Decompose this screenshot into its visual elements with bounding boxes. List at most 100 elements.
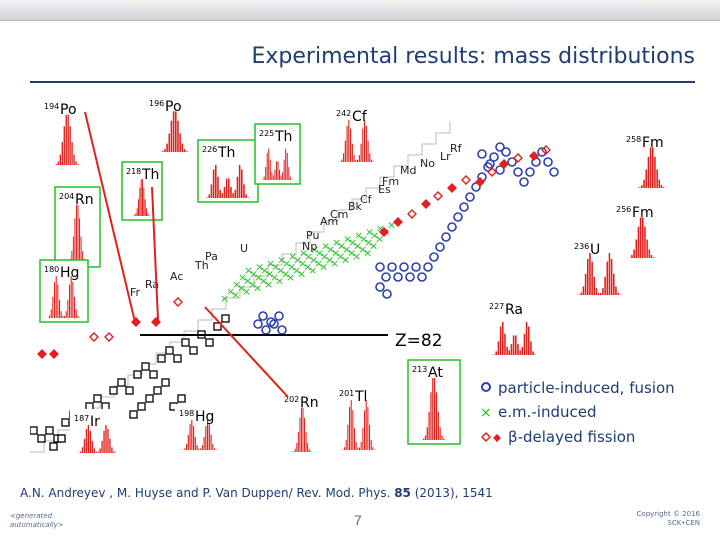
em-cross-marker: × (298, 257, 307, 270)
em-cross-marker: × (341, 254, 350, 267)
histogram-bar (430, 392, 432, 440)
inset-symbol-label: Hg (195, 409, 214, 425)
stable-isotope-square (213, 322, 222, 331)
fusion-circle-marker (441, 232, 451, 242)
inset-tl201: 201 Tl (335, 384, 383, 454)
inset-mass-label: 258 (626, 135, 641, 144)
histogram-bar (512, 335, 515, 355)
histogram-bar (196, 445, 198, 450)
histogram-bar (662, 187, 665, 188)
histogram-bar (355, 441, 357, 450)
histogram-bar (652, 257, 655, 258)
histogram-bar (215, 165, 217, 198)
histogram-bar (85, 428, 88, 453)
fusion-circle-marker (375, 282, 385, 292)
histogram-bar (177, 120, 179, 152)
em-cross-marker: × (348, 236, 357, 249)
histogram-bar (72, 236, 74, 263)
em-cross-marker: × (264, 278, 273, 291)
em-cross-marker: × (363, 247, 372, 260)
histogram-bar (519, 350, 521, 355)
histogram-bar (269, 159, 271, 180)
beta-fission-diamond (447, 183, 457, 193)
histogram-bar (144, 199, 146, 216)
histogram-bar (67, 299, 69, 318)
histogram-bar (441, 435, 443, 440)
histogram-bar (365, 125, 367, 162)
legend-open-diamond (480, 431, 492, 443)
histogram-bar (75, 161, 77, 165)
histogram-bar (534, 354, 537, 355)
inset-ir187: 187 Ir (70, 409, 125, 457)
fusion-circle-marker (258, 311, 268, 321)
histogram-bar (344, 447, 346, 450)
inset-mass-label: 225 (259, 129, 274, 138)
histogram-bar (374, 449, 376, 450)
histogram-bar (423, 438, 425, 440)
histogram-bar (225, 178, 228, 198)
histogram-bar (207, 420, 209, 450)
histogram-bar (143, 187, 145, 216)
inset-frame (70, 409, 125, 457)
histogram-bar (77, 164, 79, 165)
histogram-bar (162, 151, 164, 152)
em-cross-marker: × (369, 240, 378, 253)
histogram-bar (589, 253, 591, 295)
histogram-bar (307, 442, 309, 452)
inset-symbol-label: Th (274, 129, 292, 145)
inset-frame (39, 259, 89, 323)
histogram-bar (74, 218, 76, 263)
legend-beta-label: β-delayed fission (508, 428, 635, 446)
histogram-bar (370, 439, 372, 450)
histogram-bar (205, 426, 207, 450)
histogram-bar (652, 147, 654, 188)
inset-symbol-label: Th (141, 167, 159, 183)
window-top-bar (0, 0, 720, 21)
inset-rn202: 202 Rn (280, 390, 325, 456)
histogram-bar (80, 236, 82, 263)
histogram-bar (291, 179, 293, 180)
generated-line-1: <generated (10, 512, 53, 520)
fusion-circle-marker (453, 212, 463, 222)
histogram-bar (359, 447, 361, 450)
histogram-bar (357, 447, 359, 450)
histogram-bar (643, 179, 645, 188)
fusion-circle-marker (465, 192, 475, 202)
histogram-bar (186, 443, 188, 450)
inset-mass-label: 196 (149, 99, 164, 108)
beta-fission-diamond (49, 349, 59, 359)
histogram-bar (530, 341, 532, 355)
em-cross-marker: × (254, 271, 263, 284)
em-cross-marker: × (220, 292, 229, 305)
histogram-bar (367, 407, 369, 450)
histogram-bar (184, 448, 186, 450)
histogram-bar (602, 288, 604, 295)
histogram-bar (613, 273, 615, 295)
fusion-circle-marker (495, 165, 505, 175)
em-cross-marker: × (260, 264, 269, 277)
em-cross-marker: × (242, 285, 251, 298)
fusion-circle-marker (382, 289, 392, 299)
histogram-bar (355, 159, 357, 162)
histogram-bar (617, 292, 619, 295)
beta-fission-diamond (104, 332, 114, 342)
connector-line (84, 111, 136, 323)
copyright-line-1: Copyright © 2016 (636, 510, 700, 518)
inset-mass-label: 218 (126, 167, 141, 176)
histogram-bar (181, 143, 184, 152)
inset-mass-label: 236 (574, 242, 589, 251)
histogram-bar (134, 215, 135, 216)
z82-label: Z=82 (395, 331, 443, 351)
fusion-circle-marker (274, 311, 284, 321)
histogram-bar (64, 315, 66, 318)
em-cross-marker: × (387, 219, 396, 232)
stable-isotope-square (173, 354, 182, 363)
fusion-circle-marker (471, 182, 481, 192)
fusion-circle-marker (507, 157, 517, 167)
histogram-bar (289, 176, 291, 180)
histogram-bar (300, 407, 302, 452)
fusion-circle-marker (485, 159, 495, 169)
stable-isotope-square (37, 434, 46, 443)
stable-isotope-square (157, 354, 166, 363)
histogram-bar (142, 179, 143, 216)
